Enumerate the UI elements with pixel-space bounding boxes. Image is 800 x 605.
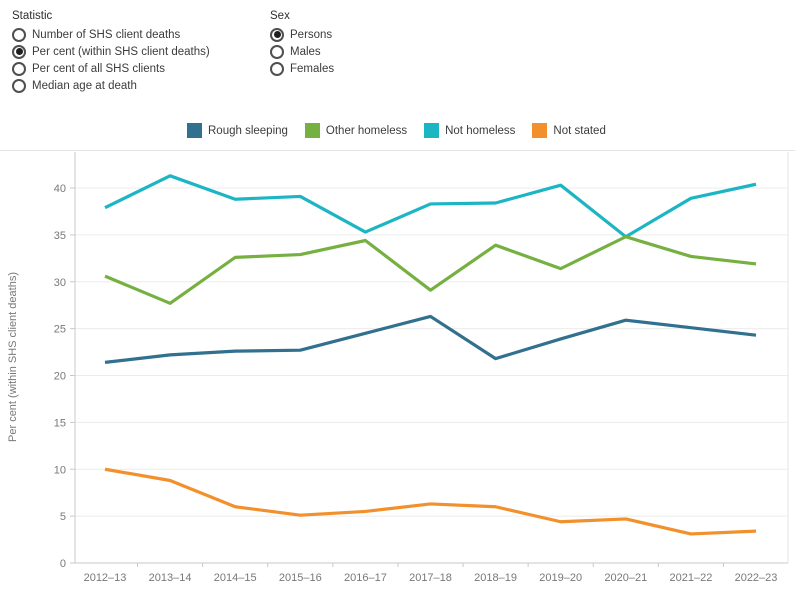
series-line-not-stated[interactable] xyxy=(104,467,757,536)
x-tick-label: 2020–21 xyxy=(604,572,647,584)
legend-item-not-stated[interactable]: Not stated xyxy=(532,123,606,138)
radio-option-label: Number of SHS client deaths xyxy=(32,28,181,41)
radio-option-label: Per cent (within SHS client deaths) xyxy=(32,45,210,58)
statistic-group-label: Statistic xyxy=(12,10,53,22)
radio-selected-icon[interactable] xyxy=(12,44,26,59)
x-tick-label: 2019–20 xyxy=(539,572,582,584)
series-line-other-homeless[interactable] xyxy=(104,235,757,305)
statistic-radiogroup: Statistic Number of SHS client deaths Per… xyxy=(12,10,210,94)
radio-unselected-icon[interactable] xyxy=(270,44,284,59)
radio-option-label: Males xyxy=(290,45,321,58)
legend-swatch-not-homeless xyxy=(424,123,440,138)
radio-option-females[interactable]: Females xyxy=(270,60,334,77)
y-tick-label: 0 xyxy=(60,558,66,570)
radio-dot xyxy=(15,48,23,55)
radio-unselected-icon[interactable] xyxy=(12,27,26,42)
sex-group-label: Sex xyxy=(270,10,290,22)
x-tick-label: 2017–18 xyxy=(409,572,452,584)
sex-radiogroup: Sex Persons Males Females xyxy=(270,10,334,77)
legend-item-rough-sleeping[interactable]: Rough sleeping xyxy=(187,123,288,138)
radio-option-label: Per cent of all SHS clients xyxy=(32,62,165,75)
y-tick-label: 30 xyxy=(54,277,66,289)
legend-item-not-homeless[interactable]: Not homeless xyxy=(424,123,515,138)
y-tick-label: 20 xyxy=(54,371,66,383)
x-tick-label: 2016–17 xyxy=(344,572,387,584)
radio-unselected-icon[interactable] xyxy=(12,61,26,76)
y-tick-label: 25 xyxy=(54,324,66,336)
x-tick-label: 2014–15 xyxy=(214,572,257,584)
y-tick-label: 35 xyxy=(54,230,66,242)
radio-option-persons[interactable]: Persons xyxy=(270,26,334,43)
radio-dot xyxy=(273,31,281,38)
legend: Rough sleeping Other homeless Not homeless… xyxy=(187,123,606,138)
legend-label: Other homeless xyxy=(325,124,408,137)
y-tick-label: 5 xyxy=(60,511,66,523)
series-line-rough-sleeping[interactable] xyxy=(104,314,757,364)
radio-unselected-icon[interactable] xyxy=(12,78,26,93)
radio-option-label: Females xyxy=(290,62,335,75)
panel-divider xyxy=(0,150,795,151)
radio-selected-icon[interactable] xyxy=(270,27,284,42)
radio-option-label: Persons xyxy=(290,28,333,41)
statistic-options: Number of SHS client deaths Per cent (wit… xyxy=(12,26,210,94)
x-tick-label: 2012–13 xyxy=(84,572,127,584)
legend-swatch-not-stated xyxy=(532,123,548,138)
legend-label: Not stated xyxy=(553,124,606,137)
radio-unselected-icon[interactable] xyxy=(270,61,284,76)
radio-option-label: Median age at death xyxy=(32,79,137,92)
legend-label: Not homeless xyxy=(445,124,516,137)
legend-label: Rough sleeping xyxy=(208,124,288,137)
legend-item-other-homeless[interactable]: Other homeless xyxy=(304,123,408,138)
radio-option-number-of-shs-client-deaths[interactable]: Number of SHS client deaths xyxy=(12,26,210,43)
chart-svg: 0 5 10 15 20 25 30 35 40 2012–13 2013–14 2014–15 201… xyxy=(54,152,789,584)
x-tick-label: 2018–19 xyxy=(474,572,517,584)
radio-option-median-age-at-death[interactable]: Median age at death xyxy=(12,77,210,94)
legend-swatch-other-homeless xyxy=(304,123,320,138)
x-tick-label: 2022–23 xyxy=(735,572,778,584)
series-line-not-homeless[interactable] xyxy=(104,174,757,239)
y-tick-label: 15 xyxy=(54,417,66,429)
y-tick-label: 40 xyxy=(54,183,66,195)
sex-options: Persons Males Females xyxy=(270,26,334,77)
legend-swatch-rough-sleeping xyxy=(187,123,202,138)
x-tick-label: 2013–14 xyxy=(149,572,192,584)
radio-option-males[interactable]: Males xyxy=(270,43,334,60)
x-tick-label: 2015–16 xyxy=(279,572,322,584)
x-tick-label: 2021–22 xyxy=(669,572,712,584)
radio-option-per-cent-of-all-shs-clients[interactable]: Per cent of all SHS clients xyxy=(12,60,210,77)
line-chart: 0 5 10 15 20 25 30 35 40 2012–13 2013–14 2014–15 201… xyxy=(0,152,800,600)
radio-option-per-cent-within-shs-client-deaths[interactable]: Per cent (within SHS client deaths) xyxy=(12,43,210,60)
y-tick-label: 10 xyxy=(54,464,66,476)
